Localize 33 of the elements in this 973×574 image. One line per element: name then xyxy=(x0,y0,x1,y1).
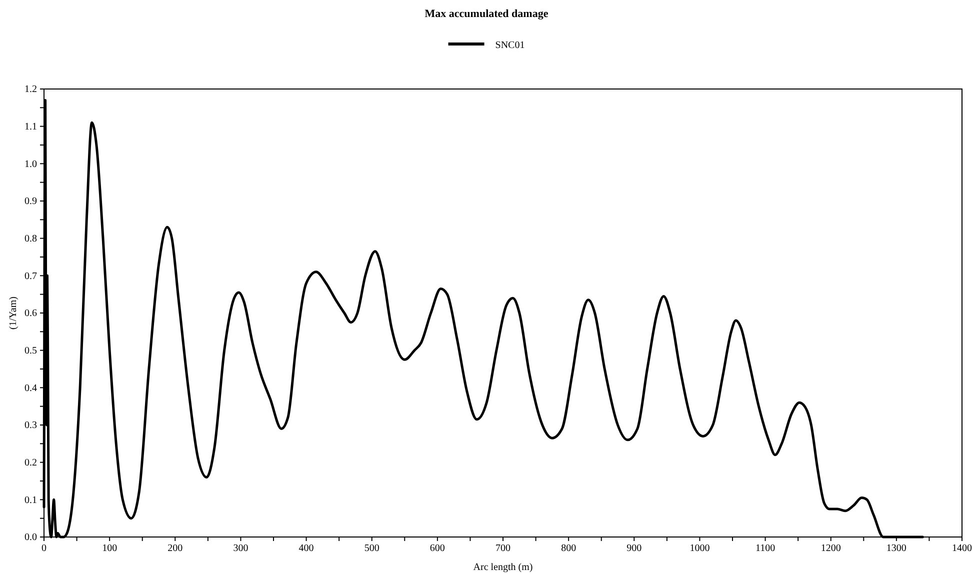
x-tick-label: 500 xyxy=(364,543,380,554)
y-tick-label: 0.3 xyxy=(24,420,37,432)
x-tick-label: 0 xyxy=(42,543,46,554)
y-tick-label: 0.5 xyxy=(24,346,37,357)
y-tick-label: 1.2 xyxy=(24,84,37,96)
x-tick-label: 300 xyxy=(233,543,248,554)
y-axis-title: (1/Yam) xyxy=(8,296,19,330)
x-tick-label: 900 xyxy=(626,543,642,554)
x-tick-label: 1400 xyxy=(952,543,972,554)
x-tick-label: 800 xyxy=(561,543,576,554)
x-tick-label: 100 xyxy=(102,543,118,554)
y-tick-label: 0.6 xyxy=(24,308,37,320)
chart-title: Max accumulated damage xyxy=(424,8,548,20)
y-tick-label: 0.4 xyxy=(24,382,37,394)
x-tick-label: 400 xyxy=(298,543,314,554)
y-tick-label: 0.7 xyxy=(24,270,37,282)
line-series xyxy=(42,98,924,538)
y-tick-label: 0.1 xyxy=(24,494,37,506)
x-tick-label: 700 xyxy=(496,543,510,554)
x-tick-label: 1100 xyxy=(755,543,776,554)
y-tick-label: 0.9 xyxy=(24,196,37,208)
x-tick-label: 200 xyxy=(168,543,183,554)
y-tick-label: 1.0 xyxy=(24,158,37,170)
y-tick-label: 0.0 xyxy=(24,532,37,544)
x-axis-title: Arc length (m) xyxy=(473,562,533,573)
x-tick-label: 1000 xyxy=(690,543,710,554)
y-tick-label: 1.1 xyxy=(24,122,37,133)
x-tick-label: 1300 xyxy=(886,543,906,554)
y-tick-label: 0.8 xyxy=(24,234,37,245)
x-tick-label: 600 xyxy=(430,543,445,554)
y-tick-label: 0.2 xyxy=(24,458,37,469)
legend-label: SNC01 xyxy=(495,40,525,51)
x-tick-label: 1200 xyxy=(820,543,841,554)
